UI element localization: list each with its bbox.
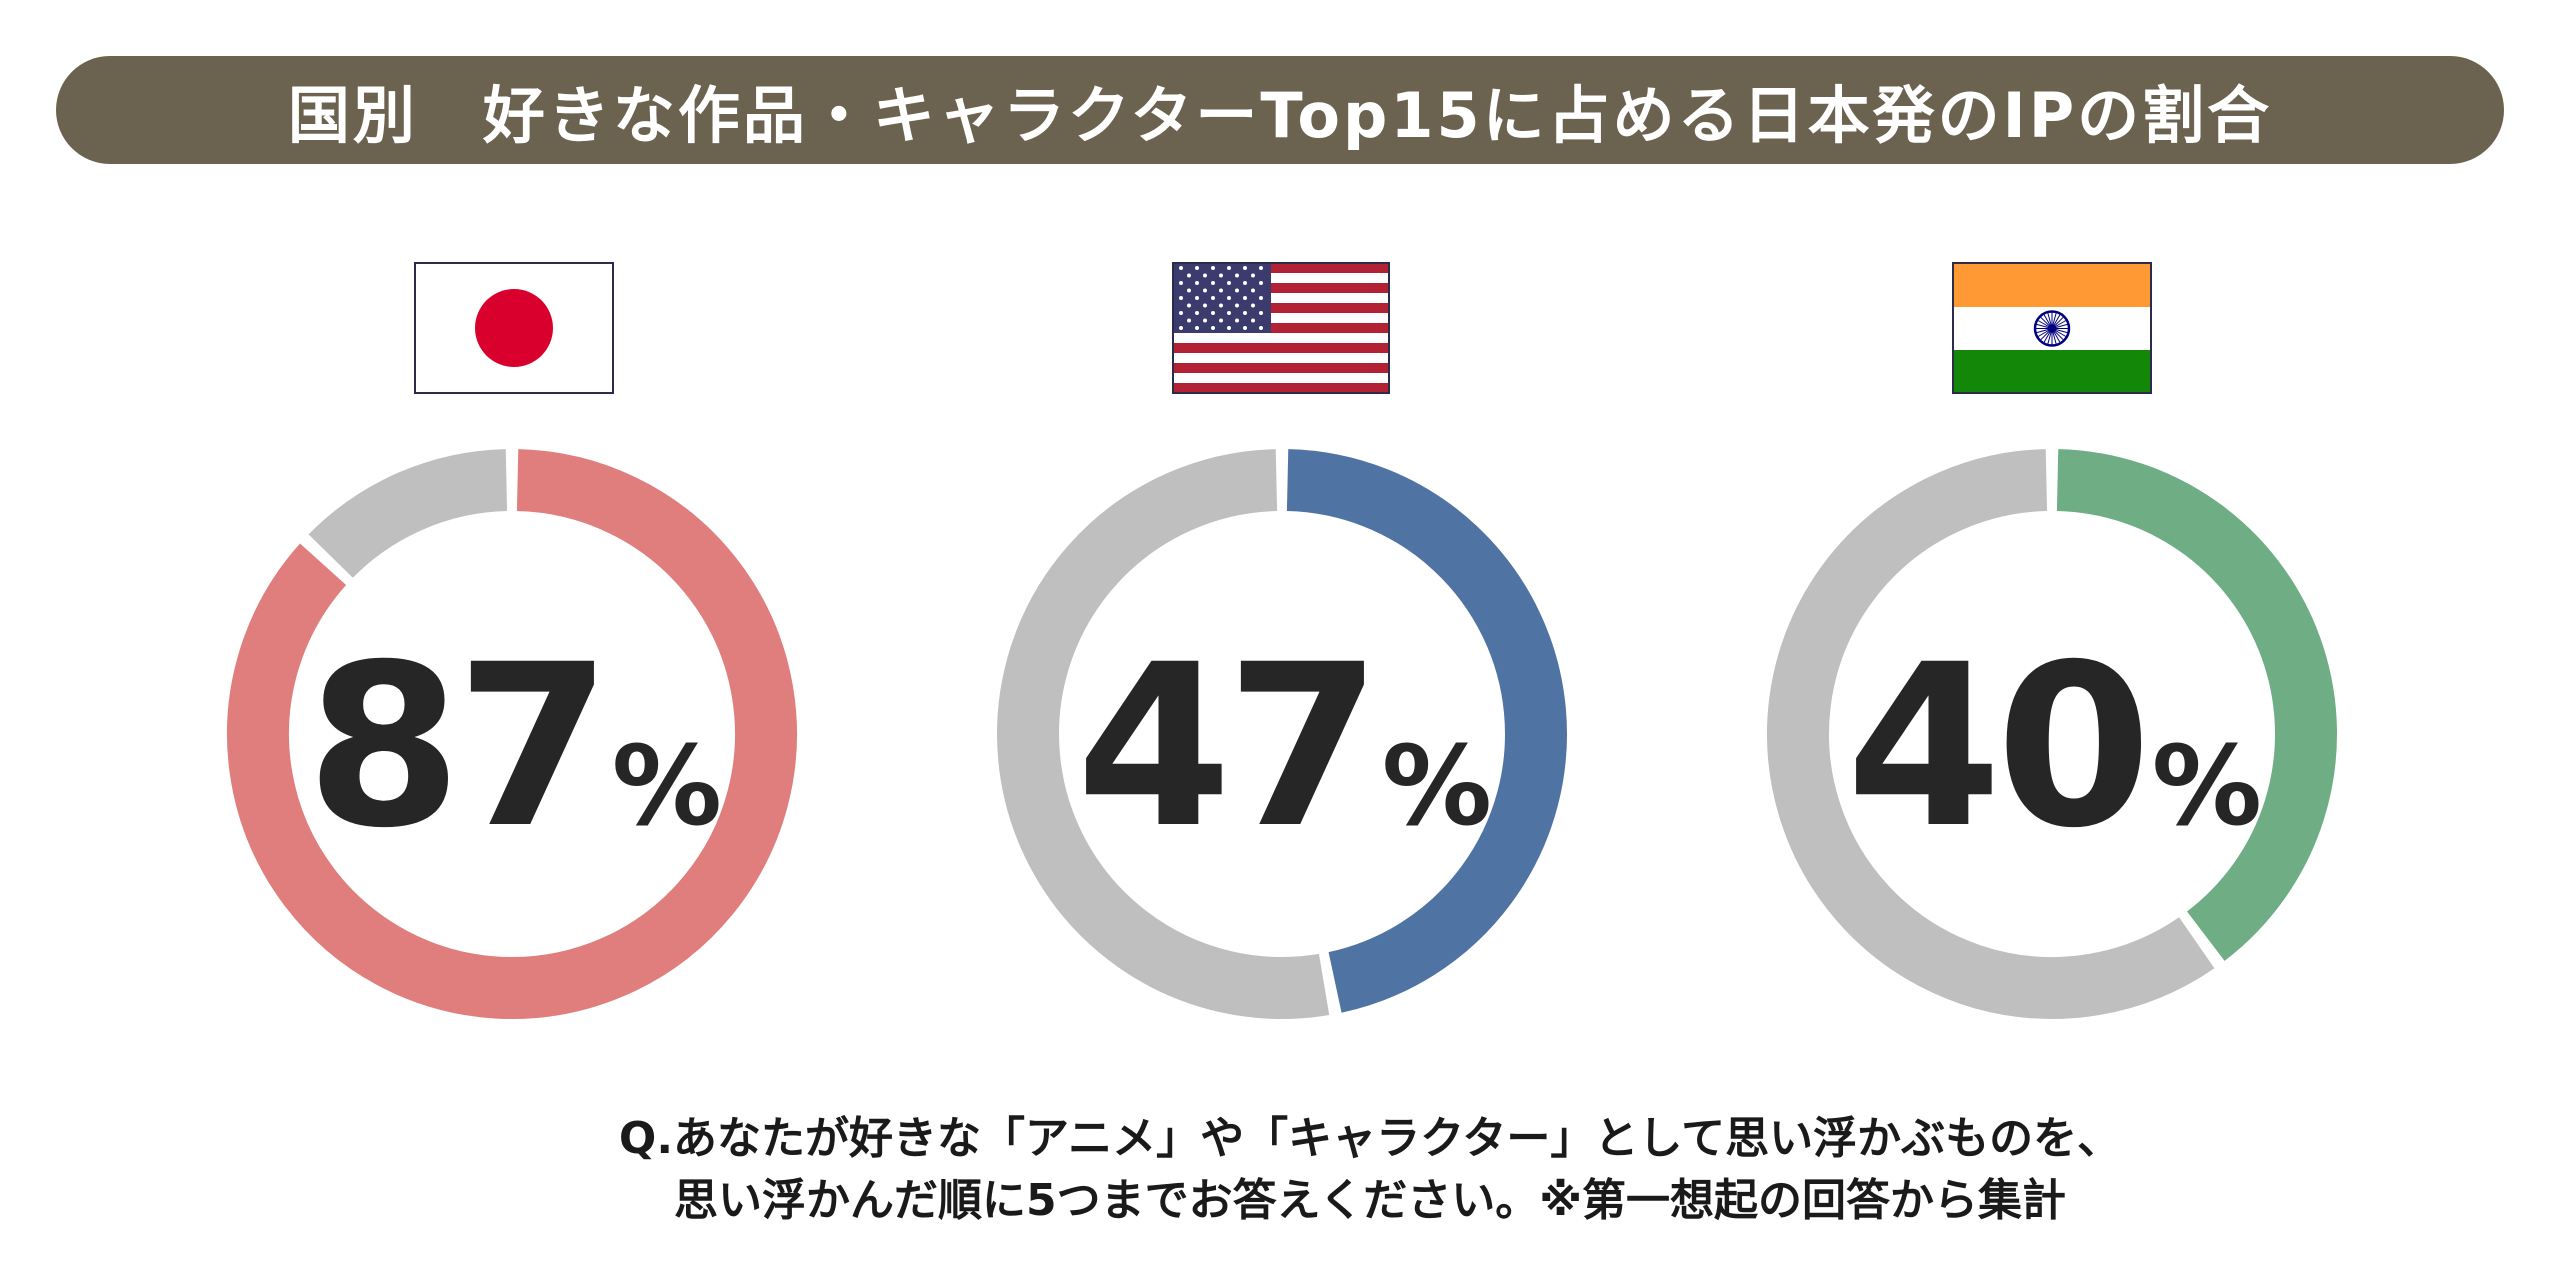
donut-chart-3: 40% [1767, 449, 2337, 1019]
donut-value-label: 87% [306, 616, 722, 877]
donut-value-unit: % [612, 722, 722, 850]
chart-title: 国別 好きな作品・キャラクターTop15に占める日本発のIPの割合 [287, 79, 2273, 152]
donut-value-label: 47% [1076, 616, 1492, 877]
donut-value-segment [1286, 449, 1567, 1013]
question-line-1: Q.あなたが好きな「アニメ」や「キャラクター」として思い浮かぶものを、 [618, 1113, 2122, 1164]
donut-value-unit: % [1382, 722, 1492, 850]
india-flag-icon [1952, 262, 2152, 394]
donut-value-unit: % [2152, 722, 2262, 850]
japan-flag-icon [414, 262, 614, 394]
donut-value-number: 87 [306, 616, 606, 877]
donut-remainder-segment [997, 449, 1330, 1019]
donut-chart-1: 87% [227, 449, 797, 1019]
donut-value-segment [2056, 449, 2337, 961]
donut-value-segment [227, 449, 797, 1019]
donut-value-number: 40 [1846, 616, 2146, 877]
donut-remainder-segment [1767, 449, 2215, 1019]
donut-value-label: 40% [1846, 616, 2262, 877]
usa-flag-icon [1172, 262, 1390, 394]
donut-remainder-segment [308, 449, 508, 579]
survey-question: Q.あなたが好きな「アニメ」や「キャラクター」として思い浮かぶものを、 思い浮か… [500, 1108, 2240, 1232]
question-line-2: 思い浮かんだ順に5つまでお答えください。※第一想起の回答から集計 [673, 1175, 2067, 1226]
donut-value-number: 47 [1076, 616, 1376, 877]
donut-chart-2: 47% [997, 449, 1567, 1019]
title-banner: 国別 好きな作品・キャラクターTop15に占める日本発のIPの割合 [56, 56, 2504, 164]
